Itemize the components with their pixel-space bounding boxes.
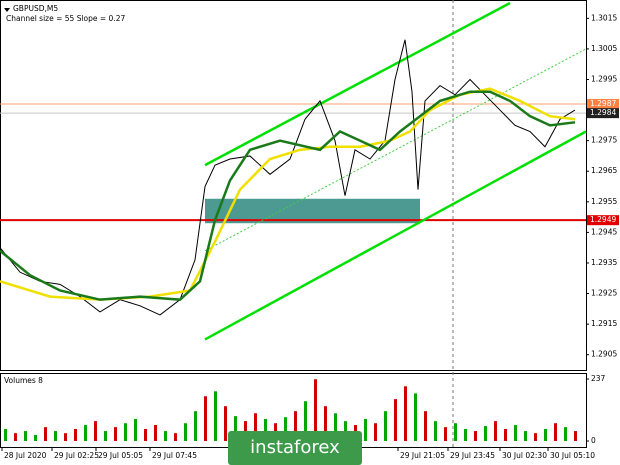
symbol-icon xyxy=(4,8,10,12)
volume-bar xyxy=(264,419,267,441)
x-tick-label: 30 Jul 02:30 xyxy=(502,451,547,460)
channel-line xyxy=(204,1,511,167)
x-tick-label: 30 Jul 05:10 xyxy=(550,451,595,460)
volume-bar xyxy=(474,431,477,441)
volume-bar xyxy=(284,417,287,441)
chart-title: GBPUSD,M5 xyxy=(13,4,58,13)
volume-bar xyxy=(574,431,577,441)
volume-bar xyxy=(404,386,407,441)
volume-bar xyxy=(4,428,7,441)
x-tick-label: 29 Jul 23:45 xyxy=(450,451,495,460)
watermark: instaforex xyxy=(250,437,340,458)
volume-bar xyxy=(104,431,107,441)
volume-bar xyxy=(444,427,447,441)
volume-bar xyxy=(84,425,87,441)
y-tick-label: 237 xyxy=(591,374,606,383)
chart-subtitle: Channel size = 55 Slope = 0.27 xyxy=(6,14,125,23)
y-tick-label: 1.3015 xyxy=(591,13,617,22)
volume-bar xyxy=(14,433,17,441)
volume-bar xyxy=(124,423,127,441)
price-pane xyxy=(0,0,587,371)
y-tick-label: 1.2925 xyxy=(591,289,617,298)
volume-bar xyxy=(234,416,237,441)
x-tick-label: 29 Jul 05:05 xyxy=(98,451,143,460)
volume-bar xyxy=(424,411,427,441)
volume-bar xyxy=(194,411,197,441)
price-tag-label: 1.2949 xyxy=(590,215,616,224)
volume-bar xyxy=(434,421,437,441)
volume-bar xyxy=(74,428,77,441)
volume-bar xyxy=(134,419,137,441)
volume-bar xyxy=(174,433,177,441)
x-tick-label: 29 Jul 07:45 xyxy=(152,451,197,460)
volume-bar xyxy=(524,431,527,441)
price-tag xyxy=(587,108,619,119)
volume-bar xyxy=(534,433,537,441)
volume-bar xyxy=(554,423,557,441)
x-tick-label: 29 Jul 21:05 xyxy=(400,451,445,460)
volume-bar xyxy=(64,433,67,441)
y-tick-label: 0 xyxy=(591,436,596,445)
y-tick-label: 1.2955 xyxy=(591,197,617,206)
y-tick-label: 1.2905 xyxy=(591,350,617,359)
volume-bar xyxy=(324,406,327,441)
volume-bar xyxy=(204,396,207,441)
volume-bar xyxy=(454,423,457,441)
y-tick-label: 1.3005 xyxy=(591,44,617,53)
volume-bar xyxy=(24,431,27,441)
y-tick-label: 1.2935 xyxy=(591,258,617,267)
volume-bar xyxy=(394,399,397,441)
y-tick-label: 1.2945 xyxy=(591,227,617,236)
y-tick-label: 1.2975 xyxy=(591,136,617,145)
volume-bar xyxy=(504,428,507,441)
y-tick-label: 1.2915 xyxy=(591,319,617,328)
volume-bar xyxy=(334,413,337,441)
volume-bar xyxy=(54,431,57,441)
volume-bar xyxy=(224,406,227,441)
y-tick-label: 1.2995 xyxy=(591,75,617,84)
series-line xyxy=(0,90,576,301)
volume-bar xyxy=(34,434,37,441)
volume-bar xyxy=(94,421,97,441)
volume-bar xyxy=(374,423,377,441)
y-tick-label: 1.2965 xyxy=(591,166,617,175)
volume-bar xyxy=(384,411,387,441)
volume-bar xyxy=(464,428,467,441)
watermark-box xyxy=(228,431,362,465)
x-tick-label: 29 Jul 02:25 xyxy=(54,451,99,460)
volume-bar xyxy=(414,393,417,441)
volume-bar xyxy=(164,431,167,441)
volume-bar xyxy=(154,425,157,441)
volume-bar xyxy=(114,427,117,441)
volume-bar xyxy=(254,413,257,441)
volume-bar xyxy=(294,411,297,441)
price-tag-label: 1.2987 xyxy=(590,99,616,108)
volume-bar xyxy=(564,427,567,441)
volume-bar xyxy=(44,427,47,441)
volume-bar xyxy=(304,401,307,441)
volume-bar xyxy=(514,425,517,441)
price-tag xyxy=(587,215,619,226)
price-tag-label: 1.2984 xyxy=(590,108,616,117)
volume-bar xyxy=(494,421,497,441)
volume-bar xyxy=(364,419,367,441)
channel-line xyxy=(204,130,587,341)
volume-bar xyxy=(214,391,217,441)
volume-bar xyxy=(184,423,187,441)
zone xyxy=(205,198,420,224)
price-tag xyxy=(587,98,619,109)
volume-bar xyxy=(544,428,547,441)
x-tick-label: 28 Jul 2020 xyxy=(4,451,47,460)
volume-bar xyxy=(144,428,147,441)
volume-title: Volumes 8 xyxy=(4,376,43,385)
volume-bar xyxy=(484,426,487,441)
volume-bar xyxy=(314,379,317,441)
